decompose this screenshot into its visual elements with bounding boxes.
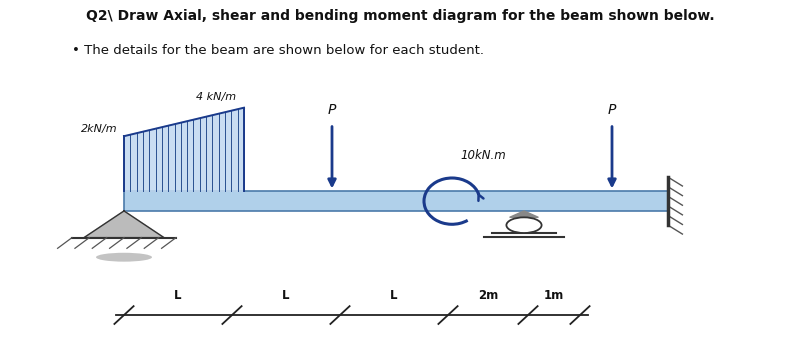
Polygon shape (124, 108, 244, 192)
Text: • The details for the beam are shown below for each student.: • The details for the beam are shown bel… (72, 44, 484, 58)
Polygon shape (84, 211, 164, 238)
Circle shape (506, 217, 542, 233)
Text: 1m: 1m (544, 288, 564, 302)
Text: P: P (608, 103, 616, 117)
Text: 4 kN/m: 4 kN/m (196, 92, 236, 103)
Text: 2kN/m: 2kN/m (81, 124, 118, 134)
Text: L: L (174, 288, 182, 302)
Text: L: L (282, 288, 290, 302)
Text: L: L (390, 288, 398, 302)
Ellipse shape (96, 253, 152, 262)
Bar (124, 192, 668, 211)
Text: 10kN.m: 10kN.m (460, 149, 506, 162)
Text: 2m: 2m (478, 288, 498, 302)
Polygon shape (510, 211, 538, 217)
Text: P: P (328, 103, 336, 117)
Text: Q2\ Draw Axial, shear and bending moment diagram for the beam shown below.: Q2\ Draw Axial, shear and bending moment… (86, 9, 714, 23)
